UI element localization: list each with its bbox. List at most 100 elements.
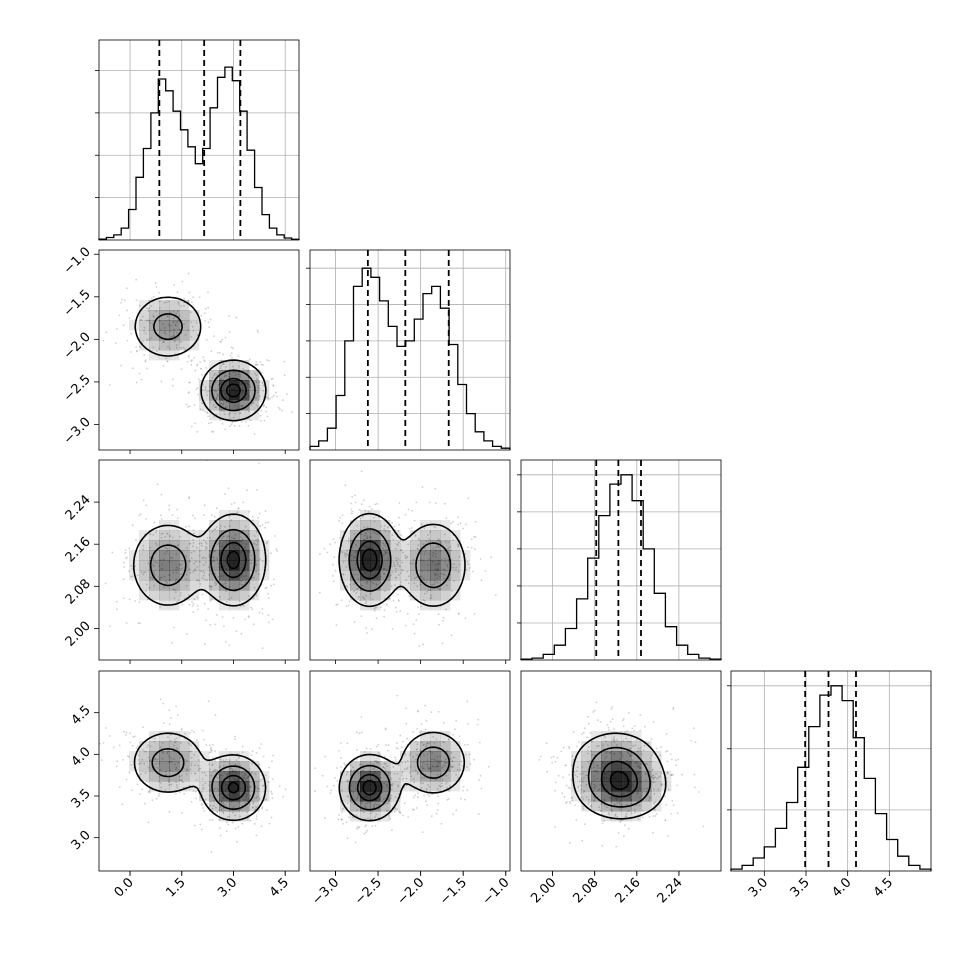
- scatter-point: [229, 425, 231, 427]
- scatter-point: [670, 813, 673, 815]
- scatter-point: [193, 422, 196, 425]
- density-cell: [169, 520, 180, 531]
- scatter-point: [438, 539, 440, 542]
- density-cell: [360, 781, 371, 792]
- scatter-point: [625, 815, 628, 818]
- scatter-point: [578, 741, 580, 743]
- scatter-point: [207, 321, 210, 324]
- scatter-point: [414, 535, 417, 537]
- scatter-point: [128, 598, 131, 601]
- scatter-point: [197, 378, 200, 380]
- scatter-point: [357, 573, 359, 576]
- scatter-point: [390, 777, 392, 779]
- density-cell: [239, 360, 250, 371]
- scatter-point: [433, 741, 436, 744]
- scatter-point: [422, 577, 424, 580]
- scatter-point: [193, 356, 196, 359]
- scatter-point: [260, 778, 263, 781]
- scatter-point: [400, 549, 403, 552]
- scatter-point: [235, 630, 238, 633]
- scatter-point: [447, 738, 450, 741]
- scatter-point: [208, 385, 211, 388]
- density-cell: [199, 390, 210, 401]
- scatter-point: [254, 773, 257, 775]
- scatter-point: [355, 544, 357, 547]
- scatter-point: [271, 396, 273, 399]
- scatter-point: [459, 768, 461, 771]
- scatter-point: [171, 335, 174, 337]
- scatter-point: [398, 565, 401, 567]
- scatter-point: [194, 568, 196, 571]
- scatter-point: [626, 740, 629, 743]
- scatter-point: [249, 786, 251, 789]
- scatter-point: [394, 576, 397, 579]
- density-cell: [631, 741, 642, 752]
- density-cell: [169, 781, 180, 792]
- scatter-point: [469, 763, 472, 765]
- scatter-point: [363, 832, 366, 835]
- density-cell: [159, 550, 170, 561]
- scatter-point: [420, 723, 423, 726]
- scatter-point: [236, 511, 239, 514]
- scatter-point: [450, 757, 452, 760]
- scatter-point: [570, 796, 573, 799]
- scatter-point: [362, 499, 365, 502]
- scatter-point: [560, 750, 563, 753]
- density-cell: [380, 560, 391, 571]
- scatter-point: [349, 583, 351, 586]
- scatter-point: [441, 766, 444, 769]
- density-cell: [219, 370, 230, 381]
- scatter-point: [353, 769, 356, 772]
- scatter-point: [140, 571, 143, 573]
- scatter-point: [228, 315, 231, 317]
- scatter-point: [248, 358, 251, 361]
- scatter-point: [195, 739, 198, 741]
- scatter-point: [392, 538, 395, 541]
- scatter-point: [228, 815, 231, 818]
- density-cell: [430, 530, 441, 541]
- scatter-point: [414, 577, 417, 580]
- scatter-point: [599, 721, 602, 723]
- scatter-point: [341, 551, 344, 554]
- scatter-point: [387, 802, 389, 805]
- scatter-point: [421, 741, 424, 744]
- scatter-point: [153, 316, 155, 318]
- scatter-point: [156, 483, 159, 486]
- scatter-point: [186, 768, 189, 771]
- scatter-point: [365, 831, 367, 834]
- scatter-point: [221, 616, 224, 618]
- scatter-point: [332, 580, 335, 582]
- scatter-point: [168, 709, 171, 711]
- scatter-point: [162, 558, 165, 561]
- density-cell: [199, 400, 210, 411]
- density-cell: [350, 791, 361, 802]
- scatter-point: [162, 722, 165, 724]
- scatter-point: [650, 760, 653, 763]
- scatter-point: [262, 389, 264, 392]
- scatter-point: [390, 778, 392, 781]
- scatter-point: [175, 792, 177, 795]
- scatter-point: [213, 787, 216, 790]
- scatter-point: [369, 801, 371, 804]
- scatter-point: [433, 758, 436, 761]
- scatter-point: [226, 760, 229, 763]
- density-cell: [129, 320, 140, 331]
- scatter-point: [139, 762, 142, 765]
- scatter-point: [143, 326, 146, 329]
- scatter-point: [384, 590, 386, 592]
- scatter-point: [208, 763, 211, 766]
- scatter-point: [373, 766, 376, 769]
- scatter-point: [159, 782, 162, 784]
- scatter-point: [210, 585, 212, 588]
- scatter-point: [215, 507, 218, 510]
- scatter-point: [237, 757, 240, 759]
- scatter-point: [384, 803, 386, 805]
- scatter-point: [204, 319, 207, 322]
- density-cell: [571, 761, 582, 772]
- density-cell: [199, 761, 210, 772]
- scatter-point: [229, 768, 232, 771]
- panel-frame: [520, 459, 722, 661]
- scatter-point: [176, 601, 178, 603]
- scatter-point: [155, 542, 157, 545]
- density-cell: [641, 771, 652, 782]
